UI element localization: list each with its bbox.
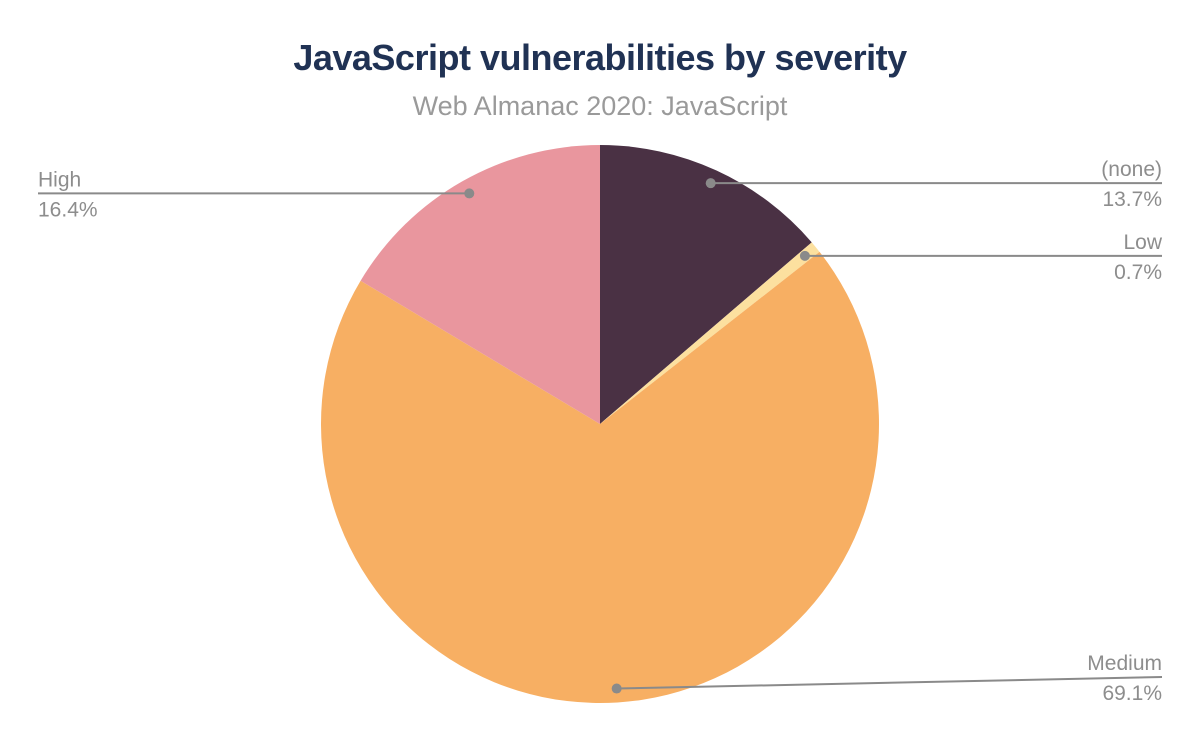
leader-dot-medium (611, 683, 622, 694)
leader-dot-high (464, 188, 475, 199)
slice-callouts: (none) 13.7% Low 0.7% Medium 69.1% High 16.4% (37, 158, 1163, 705)
slice-label-value-high: 16.4% (38, 198, 98, 221)
pie-slice-low[interactable] (600, 242, 820, 424)
pie-slice-medium[interactable] (320, 251, 879, 704)
slice-label-name-low: Low (1123, 231, 1162, 254)
slice-label-name-high: High (38, 168, 81, 191)
chart-title: JavaScript vulnerabilities by severity (293, 37, 907, 78)
slice-label-value-low: 0.7% (1114, 261, 1162, 284)
slice-label-value-none: 13.7% (1102, 188, 1162, 211)
leader-line-medium (616, 676, 1163, 690)
pie-slice-high[interactable] (360, 145, 600, 424)
slice-label-value-medium: 69.1% (1102, 682, 1162, 705)
slice-label-name-none: (none) (1101, 158, 1162, 181)
chart-subtitle: Web Almanac 2020: JavaScript (413, 91, 788, 121)
pie-slice-none[interactable] (600, 145, 812, 424)
leader-dot-none (705, 178, 716, 189)
leader-dot-low (799, 250, 810, 261)
slice-label-name-medium: Medium (1087, 652, 1162, 675)
pie-slices (320, 145, 879, 704)
